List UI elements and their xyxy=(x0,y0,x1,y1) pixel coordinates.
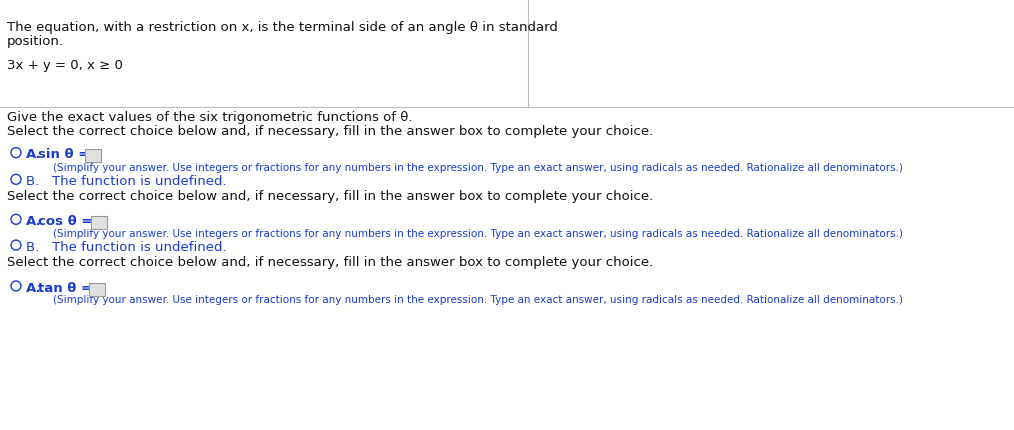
Text: Select the correct choice below and, if necessary, fill in the answer box to com: Select the correct choice below and, if … xyxy=(7,256,653,269)
Text: Select the correct choice below and, if necessary, fill in the answer box to com: Select the correct choice below and, if … xyxy=(7,190,653,203)
Text: A.: A. xyxy=(26,148,42,161)
FancyBboxPatch shape xyxy=(91,216,107,229)
Text: Select the correct choice below and, if necessary, fill in the answer box to com: Select the correct choice below and, if … xyxy=(7,125,653,138)
Text: A.: A. xyxy=(26,215,42,228)
Text: position.: position. xyxy=(7,35,64,48)
Text: B.   The function is undefined.: B. The function is undefined. xyxy=(26,241,226,254)
Text: Give the exact values of the six trigonometric functions of θ.: Give the exact values of the six trigono… xyxy=(7,111,413,124)
Text: (Simplify your answer. Use integers or fractions for any numbers in the expressi: (Simplify your answer. Use integers or f… xyxy=(53,295,903,305)
Text: (Simplify your answer. Use integers or fractions for any numbers in the expressi: (Simplify your answer. Use integers or f… xyxy=(53,229,903,239)
Text: B.   The function is undefined.: B. The function is undefined. xyxy=(26,175,226,188)
Text: A.: A. xyxy=(26,282,42,295)
Text: 3x + y = 0, x ≥ 0: 3x + y = 0, x ≥ 0 xyxy=(7,59,123,72)
Text: sin θ =: sin θ = xyxy=(38,148,89,161)
Text: The equation, with a restriction on x, is the terminal side of an angle θ in sta: The equation, with a restriction on x, i… xyxy=(7,22,558,34)
Text: (Simplify your answer. Use integers or fractions for any numbers in the expressi: (Simplify your answer. Use integers or f… xyxy=(53,163,903,172)
FancyBboxPatch shape xyxy=(89,283,105,295)
Text: cos θ =: cos θ = xyxy=(38,215,92,228)
Text: tan θ =: tan θ = xyxy=(38,282,92,295)
FancyBboxPatch shape xyxy=(85,149,101,162)
